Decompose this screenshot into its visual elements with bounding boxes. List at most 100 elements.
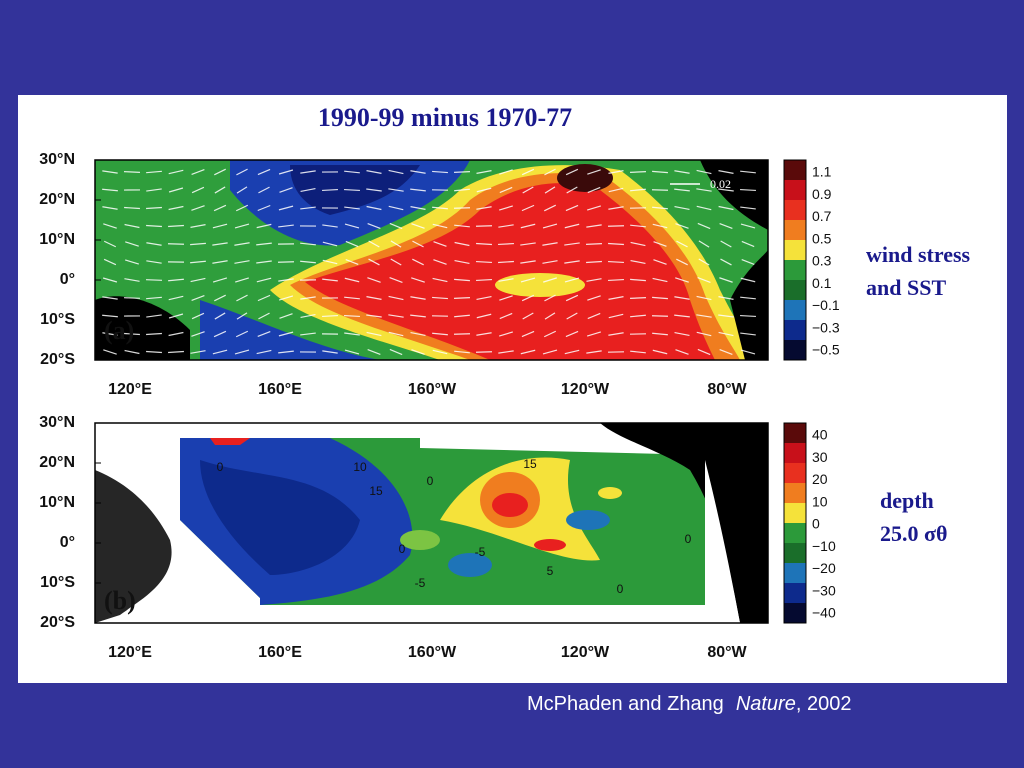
- wind-vector: [234, 349, 250, 355]
- wind-vector: [565, 330, 579, 338]
- wind-vector: [102, 170, 118, 174]
- colorbar-label: −0.5: [812, 341, 840, 357]
- wind-vector: [740, 296, 756, 300]
- colorbar-label: −0.3: [812, 319, 840, 335]
- colorbar-label: 10: [812, 493, 828, 509]
- wind-vector: [520, 260, 536, 264]
- wind-vector: [125, 241, 139, 247]
- wind-vector: [740, 223, 756, 229]
- colorbar-band: [784, 160, 806, 180]
- wind-vector: [258, 186, 270, 194]
- y-axis-label: 30°N: [39, 414, 75, 431]
- wind-vector: [476, 296, 492, 300]
- wind-vector: [102, 277, 118, 283]
- wind-vector: [124, 349, 140, 355]
- y-axis-label: 0°: [60, 271, 75, 288]
- wind-vector: [498, 242, 514, 246]
- wind-vector: [146, 296, 162, 300]
- wind-vector: [566, 312, 578, 320]
- wind-vector: [279, 187, 293, 193]
- wind-vector: [368, 258, 380, 266]
- colorbar-label: −20: [812, 560, 836, 576]
- wind-vector: [630, 259, 646, 265]
- wind-vector: [103, 258, 117, 266]
- wind-vector: [236, 312, 248, 320]
- wind-vector: [366, 314, 382, 318]
- wind-vector: [630, 171, 646, 173]
- vector-scale-label: 0.02: [710, 177, 731, 191]
- wind-vector: [366, 296, 382, 300]
- wind-vector: [432, 277, 448, 283]
- wind-vector: [564, 349, 580, 355]
- figure-title: 1990-99 minus 1970-77: [318, 103, 572, 132]
- wind-vector: [411, 223, 425, 229]
- wind-vector: [653, 241, 667, 247]
- wind-vector: [300, 296, 316, 300]
- panel-label: (a): [104, 316, 134, 345]
- y-axis-label: 20°N: [39, 191, 75, 208]
- wind-vector: [278, 205, 294, 211]
- wind-vector: [498, 224, 514, 228]
- wind-vector: [521, 168, 535, 176]
- wind-vector: [432, 296, 448, 300]
- wind-vector: [212, 260, 228, 264]
- wind-vector: [390, 258, 402, 266]
- wind-vector: [388, 295, 404, 301]
- x-axis-label: 80°W: [707, 644, 747, 661]
- wind-vector: [476, 313, 492, 319]
- wind-vector: [212, 277, 228, 283]
- wind-vector: [432, 332, 448, 336]
- wind-vector: [564, 242, 580, 246]
- wind-vector: [718, 331, 734, 337]
- colorbar-band: [784, 240, 806, 260]
- wind-vector: [522, 186, 534, 194]
- colorbar-band: [784, 200, 806, 220]
- wind-vector: [432, 206, 448, 210]
- wind-vector: [190, 224, 206, 228]
- wind-vector: [630, 278, 646, 282]
- wind-vector: [675, 349, 689, 355]
- wind-vector: [542, 349, 558, 355]
- wind-vector: [498, 331, 514, 337]
- colorbar-band: [784, 340, 806, 360]
- wind-vector: [344, 188, 360, 192]
- wind-vector: [718, 188, 734, 192]
- wind-vector: [454, 350, 470, 354]
- colorbar-band: [784, 583, 806, 603]
- wind-vector: [608, 332, 624, 336]
- wind-vector: [257, 330, 271, 338]
- wind-vector: [168, 224, 184, 228]
- wind-vector: [720, 258, 732, 266]
- wind-vector: [674, 296, 690, 300]
- colorbar-frame: [783, 422, 807, 624]
- wind-vector: [740, 206, 756, 210]
- wind-vector: [740, 332, 756, 336]
- wind-vector: [388, 169, 404, 175]
- wind-vector: [720, 240, 732, 248]
- wind-vector: [300, 313, 316, 319]
- y-axis-label: 10°N: [39, 231, 75, 248]
- wind-vector: [698, 258, 710, 266]
- side-label: depth: [880, 488, 934, 513]
- wind-vector: [674, 314, 690, 318]
- wind-vector: [102, 296, 118, 300]
- colorbar-band: [784, 260, 806, 280]
- wind-vector: [146, 260, 162, 264]
- wind-vector: [542, 242, 558, 246]
- y-axis-label: 20°S: [40, 351, 75, 368]
- wind-vector: [608, 260, 624, 264]
- wind-vector: [256, 349, 272, 355]
- wind-vector: [630, 241, 646, 247]
- sst-map: [95, 160, 768, 360]
- wind-vector: [544, 168, 556, 176]
- wind-vector: [257, 294, 271, 302]
- wind-vector: [191, 295, 205, 301]
- wind-vector: [587, 312, 601, 320]
- wind-vector: [652, 332, 668, 336]
- wind-vector: [168, 313, 184, 319]
- wind-vector: [674, 331, 690, 337]
- x-axis-label: 120°E: [108, 381, 152, 398]
- wind-vector: [278, 350, 294, 354]
- wind-vector: [300, 242, 316, 246]
- wind-vector: [476, 332, 492, 336]
